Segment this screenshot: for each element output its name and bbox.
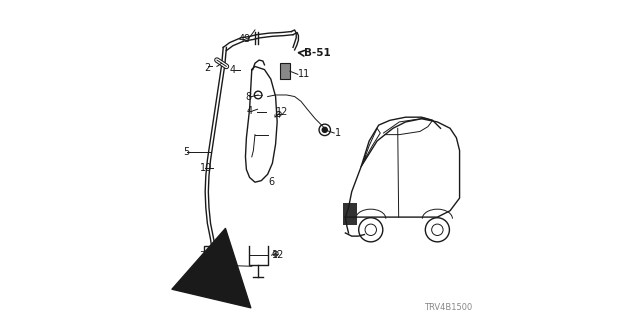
Text: 4: 4 (229, 65, 236, 75)
Text: 4: 4 (238, 35, 244, 44)
FancyBboxPatch shape (343, 203, 357, 225)
Text: FR.: FR. (186, 283, 204, 293)
Circle shape (322, 127, 327, 132)
Text: 9: 9 (244, 34, 250, 44)
Text: 12: 12 (272, 250, 284, 260)
Text: 7: 7 (218, 260, 224, 270)
Text: 6: 6 (269, 177, 275, 187)
Text: 8: 8 (246, 92, 252, 101)
Text: 10: 10 (200, 163, 212, 173)
Text: 12: 12 (276, 108, 288, 117)
Text: B-51: B-51 (303, 48, 330, 58)
Text: 11: 11 (298, 69, 310, 79)
Text: TRV4B1500: TRV4B1500 (424, 303, 472, 312)
Text: 1: 1 (335, 128, 341, 138)
Text: 5: 5 (183, 147, 189, 157)
Text: 4: 4 (247, 106, 253, 116)
FancyBboxPatch shape (280, 63, 290, 79)
Text: 3: 3 (200, 251, 205, 261)
Text: 2: 2 (204, 63, 211, 73)
